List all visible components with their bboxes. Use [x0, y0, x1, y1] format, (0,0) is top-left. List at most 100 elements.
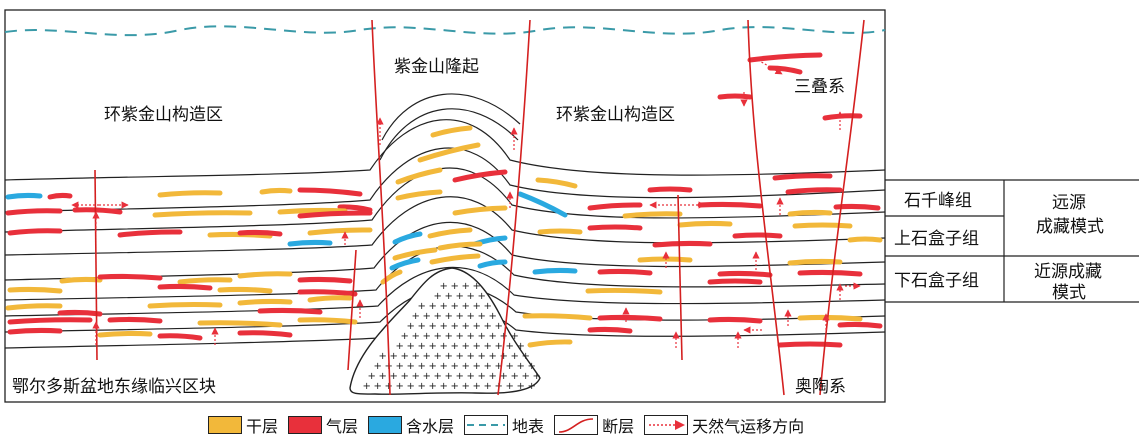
granite-cross: +	[440, 301, 448, 312]
water-layer-swatch	[368, 416, 403, 434]
granite-cross: +	[473, 321, 481, 332]
dry-layer-lens	[5, 303, 63, 311]
granite-cross: +	[418, 341, 426, 352]
granite-cross: +	[462, 281, 470, 292]
granite-cross: +	[396, 381, 404, 392]
gas-layer-lens	[117, 229, 183, 238]
water-layer-lens	[532, 267, 578, 275]
dry-layer-lens	[7, 286, 63, 294]
block-label: 鄂尔多斯盆地东缘临兴区块	[12, 377, 216, 397]
gas-layer-lens	[647, 186, 693, 193]
dry-layer-lens	[637, 256, 693, 263]
granite-cross: +	[445, 351, 453, 362]
granite-cross: +	[462, 381, 470, 392]
water-layer-lens	[477, 259, 508, 269]
granite-cross: +	[407, 321, 415, 332]
gas-layer-lens	[237, 330, 293, 338]
mode-far-line2: 成藏模式	[1036, 217, 1104, 237]
granite-cross: +	[440, 281, 448, 292]
mode-near-line2: 模式	[1052, 283, 1086, 303]
granite-cross: +	[396, 341, 404, 352]
granite-cross: +	[473, 341, 481, 352]
granite-cross: +	[456, 331, 464, 342]
granite-cross: +	[407, 341, 415, 352]
granite-cross: +	[489, 311, 497, 322]
dry-layer-lens	[177, 277, 233, 285]
granite-cross: +	[467, 331, 475, 342]
dry-layer-lens	[157, 190, 223, 198]
granite-cross: +	[445, 331, 453, 342]
granite-cross: +	[401, 351, 409, 362]
gas-layer-lens	[747, 52, 823, 63]
gas-layer-lens	[797, 269, 863, 277]
dry-layer-lens	[97, 330, 153, 338]
dry-layer-lens	[395, 167, 443, 185]
gas-layer-lens	[7, 327, 63, 335]
granite-cross: +	[418, 381, 426, 392]
legend: 干层 气层 含水层 地表 断层 天然气运移方向	[208, 413, 814, 437]
granite-cross: +	[418, 321, 426, 332]
gas-layer-lens	[7, 317, 93, 325]
granite-cross: +	[456, 351, 464, 362]
dry-layer-lens	[585, 287, 663, 295]
gas-layer-lens	[707, 278, 763, 285]
granite-cross: +	[374, 361, 382, 372]
granite-cross: +	[363, 381, 371, 392]
dry-layer-lens	[522, 313, 593, 321]
water-layer-lens	[517, 191, 568, 218]
granite-cross: +	[511, 371, 519, 382]
granite-cross: +	[451, 341, 459, 352]
dry-layer-lens	[537, 228, 583, 235]
ordovician-label: 奥陶系	[795, 377, 846, 397]
granite-cross: +	[390, 351, 398, 362]
gas-layer-lens	[767, 65, 803, 75]
dry-layer-lens	[787, 209, 833, 217]
granite-cross: +	[429, 321, 437, 332]
granite-cross: +	[506, 361, 514, 372]
granite-cross: +	[495, 321, 503, 332]
dry-layer-lens	[677, 220, 733, 228]
dry-layer-lens	[787, 258, 843, 266]
granite-cross: +	[495, 341, 503, 352]
dry-layer-lens	[395, 189, 443, 201]
surface-line	[4, 25, 886, 37]
granite-cross: +	[522, 371, 530, 382]
faults	[94, 19, 865, 396]
gas-layer-lens	[157, 333, 203, 341]
granite-cross: +	[500, 371, 508, 382]
dry-layer-lens	[452, 205, 508, 216]
granite-cross: +	[434, 331, 442, 342]
gas-layer-lens	[107, 316, 163, 324]
granite-cross: +	[500, 351, 508, 362]
granite-cross: +	[434, 291, 442, 302]
granite-cross: +	[390, 371, 398, 382]
legend-label-gas: 气层	[326, 417, 359, 436]
granite-cross: +	[495, 361, 503, 372]
legend-item-water: 含水层	[368, 413, 458, 437]
granite-cross: +	[401, 371, 409, 382]
granite-cross: +	[456, 311, 464, 322]
legend-label-water: 含水层	[406, 417, 455, 436]
granite-cross: +	[517, 361, 525, 372]
granite-cross: +	[407, 361, 415, 372]
granite-cross: +	[412, 371, 420, 382]
water-layer-lens	[392, 231, 423, 245]
granite-cross: +	[456, 291, 464, 302]
granite-cross: +	[500, 331, 508, 342]
formation-upper-shihezi: 上石盒子组	[894, 229, 979, 249]
granite-cross: +	[451, 361, 459, 372]
gas-layer-lens	[5, 208, 63, 216]
granite-cross: +	[511, 331, 519, 342]
granite-cross: +	[478, 291, 486, 302]
granite-cross: +	[473, 301, 481, 312]
left-structure-label: 环紫金山构造区	[104, 105, 223, 125]
gas-layer-lens	[717, 270, 773, 278]
gas-layer-lens	[707, 316, 763, 324]
granite-cross: +	[522, 351, 530, 362]
granite-cross: +	[445, 371, 453, 382]
gas-layer-lens	[237, 229, 283, 237]
granite-cross: +	[484, 361, 492, 372]
legend-item-migration: 天然气运移方向	[644, 413, 808, 437]
granite-cross: +	[423, 351, 431, 362]
